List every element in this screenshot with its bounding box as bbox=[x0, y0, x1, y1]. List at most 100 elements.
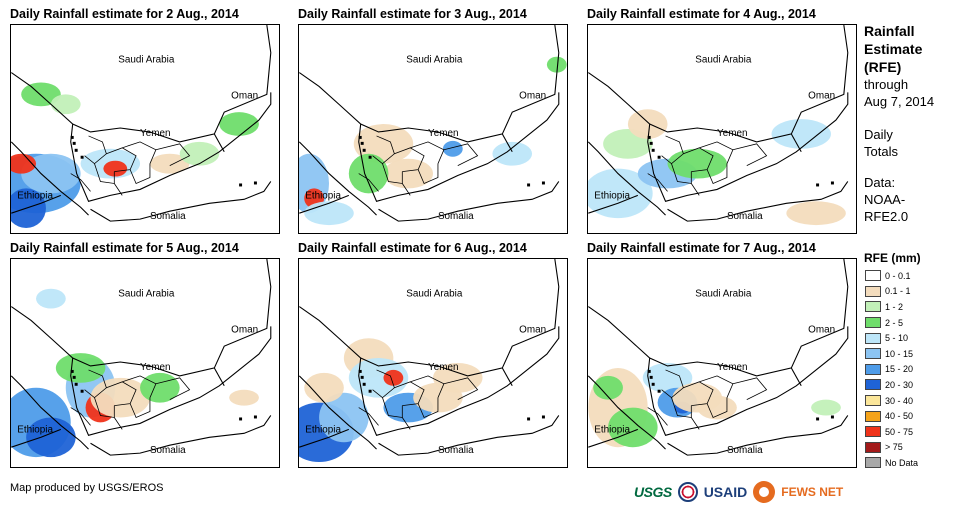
island-marker bbox=[360, 141, 364, 145]
legend-swatch bbox=[865, 379, 881, 391]
governorate-border bbox=[732, 377, 768, 401]
legend-label: 1 - 2 bbox=[885, 301, 904, 312]
country-label-yemen: Yemen bbox=[717, 362, 747, 373]
governorate-border bbox=[358, 407, 379, 426]
legend-label: 50 - 75 bbox=[885, 426, 914, 437]
rainfall-area bbox=[786, 201, 846, 226]
governorate-border bbox=[443, 143, 479, 167]
usaid-seal-icon bbox=[677, 482, 698, 502]
rainfall-map: Saudi Arabia Oman Yemen Ethiopia Somalia bbox=[298, 24, 568, 234]
governorate-border bbox=[155, 377, 191, 401]
legend-item: 20 - 30 bbox=[865, 377, 918, 393]
island-marker bbox=[651, 148, 655, 152]
legend-swatch bbox=[865, 301, 881, 313]
sidebar-data-line: NOAA- bbox=[864, 192, 906, 207]
country-label-oman: Oman bbox=[519, 90, 546, 101]
map-panel-aug5: Daily Rainfall estimate for 5 Aug., 2014… bbox=[10, 241, 290, 473]
sidebar-through-line: through bbox=[864, 77, 909, 92]
rainfall-area bbox=[627, 109, 668, 139]
island-marker bbox=[358, 135, 362, 139]
rainfall-area bbox=[608, 407, 658, 448]
rainfall-area bbox=[229, 389, 259, 406]
governorate-border bbox=[113, 183, 123, 196]
governorate-border bbox=[106, 147, 137, 172]
rainfall-area bbox=[21, 82, 61, 107]
legend-item: 5 - 10 bbox=[865, 330, 918, 346]
rainfall-area bbox=[304, 201, 354, 226]
rainfall-area bbox=[642, 363, 693, 393]
sidebar-title-line: (RFE) bbox=[864, 59, 902, 75]
yemen-coast bbox=[647, 92, 849, 202]
rainfall-area bbox=[546, 56, 567, 73]
governorate-border bbox=[94, 397, 115, 418]
legend-swatch bbox=[865, 426, 881, 438]
map-panel-aug6: Daily Rainfall estimate for 6 Aug., 2014… bbox=[298, 241, 578, 473]
country-label-saudi: Saudi Arabia bbox=[406, 55, 463, 66]
country-label-oman: Oman bbox=[519, 324, 546, 335]
map-canvas: Saudi Arabia Oman Yemen Ethiopia Somalia bbox=[588, 25, 849, 226]
legend-item: 10 - 15 bbox=[865, 346, 918, 362]
country-label-somalia: Somalia bbox=[150, 211, 186, 222]
africa-coast bbox=[588, 141, 849, 222]
governorate-border bbox=[417, 163, 439, 184]
ethiopia-border bbox=[11, 428, 62, 448]
country-label-oman: Oman bbox=[231, 90, 258, 101]
saudi-border bbox=[11, 25, 272, 143]
island-marker bbox=[239, 183, 243, 187]
governorate-border bbox=[417, 397, 439, 418]
rainfall-area bbox=[103, 160, 128, 177]
island-marker bbox=[80, 389, 84, 393]
governorate-border bbox=[661, 135, 684, 165]
rainfall-map: Saudi Arabia Oman Yemen Ethiopia Somalia bbox=[587, 24, 857, 234]
rainfall-area bbox=[811, 399, 841, 416]
country-label-somalia: Somalia bbox=[150, 445, 186, 456]
country-label-ethiopia: Ethiopia bbox=[17, 424, 53, 435]
legend-label: No Data bbox=[885, 457, 919, 468]
country-label-yemen: Yemen bbox=[428, 128, 458, 139]
country-label-saudi: Saudi Arabia bbox=[118, 55, 175, 66]
governorate-border bbox=[394, 381, 425, 406]
legend-label: 40 - 50 bbox=[885, 411, 914, 422]
legend-label: 5 - 10 bbox=[885, 333, 909, 344]
country-label-yemen: Yemen bbox=[717, 128, 747, 139]
map-panel-aug3: Daily Rainfall estimate for 3 Aug., 2014… bbox=[298, 7, 578, 239]
map-canvas: Saudi Arabia Oman Yemen Ethiopia Somalia bbox=[588, 259, 849, 456]
country-label-oman: Oman bbox=[231, 324, 258, 335]
ethiopia-border bbox=[588, 428, 639, 448]
legend-label: 0 - 0.1 bbox=[885, 270, 911, 281]
panel-title: Daily Rainfall estimate for 4 Aug., 2014 bbox=[587, 7, 816, 21]
ethiopia-border bbox=[299, 428, 350, 448]
governorate-border bbox=[122, 141, 157, 164]
island-marker bbox=[657, 389, 661, 393]
governorate-border bbox=[70, 407, 91, 426]
country-label-somalia: Somalia bbox=[727, 445, 763, 456]
rainfall-map: Saudi Arabia Oman Yemen Ethiopia Somalia bbox=[10, 258, 280, 468]
country-label-yemen: Yemen bbox=[140, 362, 170, 373]
panel-title: Daily Rainfall estimate for 3 Aug., 2014 bbox=[298, 7, 527, 21]
country-label-somalia: Somalia bbox=[438, 211, 474, 222]
legend-item: No Data bbox=[865, 455, 918, 471]
fews-net-icon bbox=[753, 481, 776, 503]
saudi-border bbox=[588, 25, 849, 143]
governorate-border bbox=[129, 397, 151, 418]
oman-border bbox=[790, 133, 802, 153]
country-label-ethiopia: Ethiopia bbox=[594, 424, 630, 435]
rainfall-map: Saudi Arabia Oman Yemen Ethiopia Somalia bbox=[298, 258, 568, 468]
rainfall-area bbox=[348, 153, 389, 194]
country-label-oman: Oman bbox=[808, 90, 835, 101]
island-marker bbox=[74, 382, 78, 386]
footer-credit: Map produced by USGS/EROS bbox=[10, 482, 164, 494]
country-label-somalia: Somalia bbox=[438, 445, 474, 456]
rainfall-area bbox=[319, 392, 369, 443]
sidebar-data-line: Data: bbox=[864, 175, 896, 190]
africa-coast bbox=[299, 141, 560, 222]
rainfall-area bbox=[492, 141, 533, 166]
governorate-border bbox=[671, 163, 692, 184]
island-marker bbox=[816, 417, 820, 421]
rainfall-area bbox=[304, 372, 344, 403]
rainfall-map: Saudi Arabia Oman Yemen Ethiopia Somalia bbox=[10, 24, 280, 234]
island-marker bbox=[253, 415, 257, 419]
saudi-border bbox=[588, 259, 849, 377]
island-marker bbox=[253, 181, 257, 185]
governorate-border bbox=[394, 147, 425, 172]
